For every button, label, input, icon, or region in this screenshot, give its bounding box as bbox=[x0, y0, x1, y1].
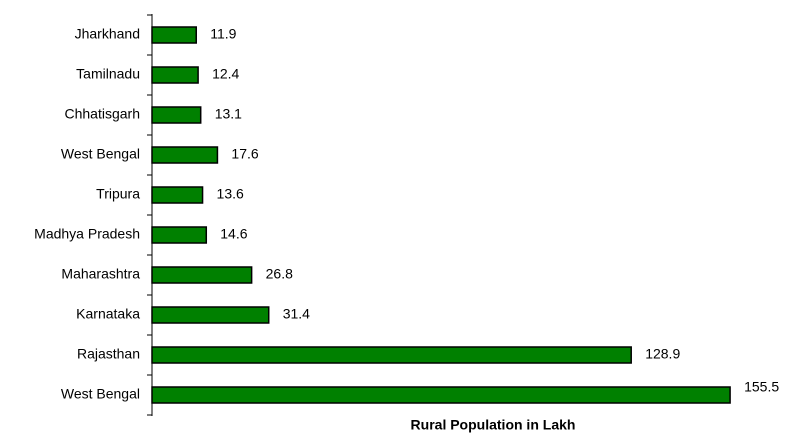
y-tick-label: Maharashtra bbox=[61, 266, 140, 282]
bar bbox=[151, 306, 270, 324]
value-label: 13.1 bbox=[215, 106, 242, 122]
value-label: 26.8 bbox=[266, 266, 293, 282]
bar bbox=[151, 266, 253, 284]
value-label: 31.4 bbox=[283, 306, 310, 322]
bar bbox=[151, 66, 199, 84]
x-axis-label: Rural Population in Lakh bbox=[411, 417, 576, 433]
value-label: 155.5 bbox=[744, 379, 779, 395]
y-tick-label: Madhya Pradesh bbox=[34, 226, 140, 242]
y-tick-label: Jharkhand bbox=[75, 26, 140, 42]
y-tick-label: Rajasthan bbox=[77, 346, 140, 362]
y-tick-label: West Bengal bbox=[61, 386, 140, 402]
bar bbox=[151, 226, 208, 244]
bar bbox=[151, 26, 197, 44]
bar bbox=[151, 146, 219, 164]
bar bbox=[151, 186, 204, 204]
bar bbox=[151, 106, 202, 124]
value-label: 14.6 bbox=[220, 226, 247, 242]
value-label: 128.9 bbox=[645, 346, 680, 362]
value-label: 13.6 bbox=[217, 186, 244, 202]
y-tick-label: Tamilnadu bbox=[76, 66, 140, 82]
value-label: 17.6 bbox=[231, 146, 258, 162]
y-tick-label: Tripura bbox=[96, 186, 140, 202]
value-label: 11.9 bbox=[210, 26, 236, 42]
value-label: 12.4 bbox=[212, 66, 239, 82]
bar bbox=[151, 346, 632, 364]
y-tick-label: Karnataka bbox=[76, 306, 140, 322]
bar bbox=[151, 386, 731, 404]
y-tick-label: Chhatisgarh bbox=[65, 106, 141, 122]
y-tick-label: West Bengal bbox=[61, 146, 140, 162]
